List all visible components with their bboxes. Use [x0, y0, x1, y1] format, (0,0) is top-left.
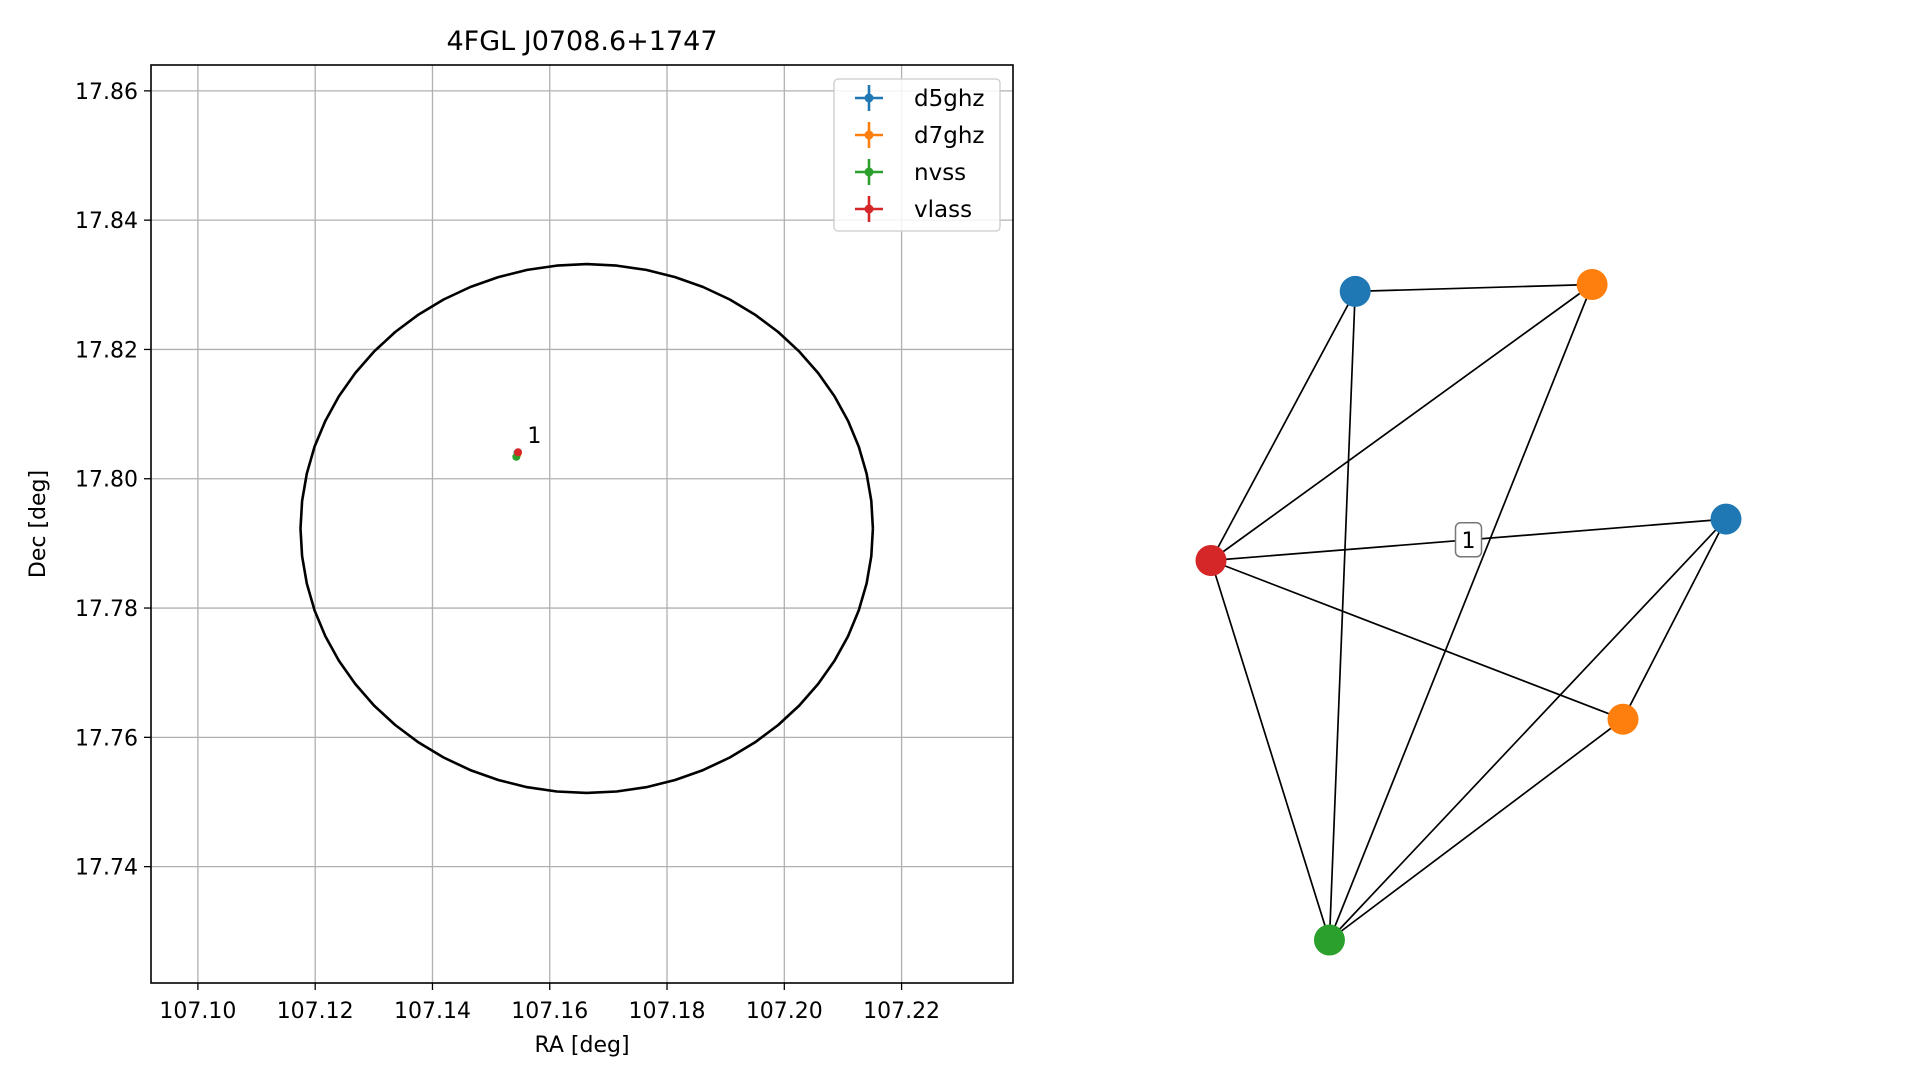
- annotations: 1: [527, 424, 541, 449]
- graph-edge: [1355, 283, 1593, 293]
- y-tick-label: 17.76: [75, 726, 138, 751]
- x-axis-ticks: 107.10 107.12 107.14 107.16 107.18 107.20 107.…: [159, 983, 940, 1024]
- x-tick-label: 107.10: [159, 999, 236, 1024]
- x-tick-label: 107.16: [511, 999, 588, 1024]
- y-tick-label: 17.84: [75, 209, 138, 234]
- edge-label-box: [1454, 522, 1483, 558]
- edge-label: 1: [1462, 529, 1476, 554]
- graph-edge: [1622, 518, 1727, 720]
- legend-box: [833, 78, 1001, 232]
- y-axis-label: Dec [deg]: [26, 470, 51, 578]
- chart-title: 4FGL J0708.6+1747: [446, 26, 717, 57]
- legend-label-d5ghz: d5ghz: [914, 86, 984, 112]
- data-points: [512, 448, 523, 461]
- y-tick-label: 17.74: [75, 856, 138, 881]
- x-tick-label: 107.20: [746, 999, 823, 1024]
- error-ellipse: [299, 262, 875, 795]
- y-tick-label: 17.86: [75, 80, 138, 105]
- graph-edge: [1210, 559, 1624, 720]
- x-tick-label: 107.12: [277, 999, 354, 1024]
- legend-label-vlass: vlass: [914, 197, 972, 223]
- x-tick-label: 107.18: [629, 999, 706, 1024]
- legend: d5ghz d7ghz nvss vlass: [833, 78, 1001, 232]
- graph-edge: [1210, 560, 1331, 941]
- y-tick-label: 17.78: [75, 597, 138, 622]
- graph-node: [1576, 269, 1608, 300]
- y-tick-label: 17.80: [75, 468, 138, 493]
- legend-label-nvss: nvss: [914, 160, 966, 186]
- x-axis-label: RA [deg]: [534, 1033, 629, 1058]
- graph-edge: [1328, 518, 1727, 941]
- graph-edge: [1210, 283, 1593, 562]
- legend-marker-vlass: [864, 204, 874, 214]
- point-annotation: 1: [527, 424, 541, 449]
- graph-edge: [1328, 718, 1624, 941]
- error-ellipse-outline: [299, 262, 875, 795]
- graph-node: [1710, 503, 1742, 535]
- x-tick-label: 107.22: [863, 999, 940, 1024]
- graph-edge: [1210, 290, 1356, 561]
- point-vlass: [514, 448, 523, 457]
- graph-node: [1339, 275, 1371, 307]
- x-tick-label: 107.14: [394, 999, 471, 1024]
- graph-node: [1607, 703, 1639, 735]
- legend-marker-nvss: [864, 167, 874, 177]
- legend-label-d7ghz: d7ghz: [914, 123, 984, 149]
- graph-edge: [1328, 291, 1357, 941]
- plot-frame: [150, 64, 1014, 984]
- y-axis-ticks: 17.74 17.76 17.78 17.80 17.82 17.84 17.86: [75, 80, 151, 881]
- legend-marker-d7ghz: [864, 130, 874, 140]
- network-graph: 1: [1195, 269, 1742, 956]
- graph-node: [1313, 924, 1345, 956]
- graph-node: [1195, 545, 1227, 576]
- graph-edge: [1328, 284, 1593, 941]
- y-tick-label: 17.82: [75, 338, 138, 363]
- legend-marker-d5ghz: [864, 93, 874, 103]
